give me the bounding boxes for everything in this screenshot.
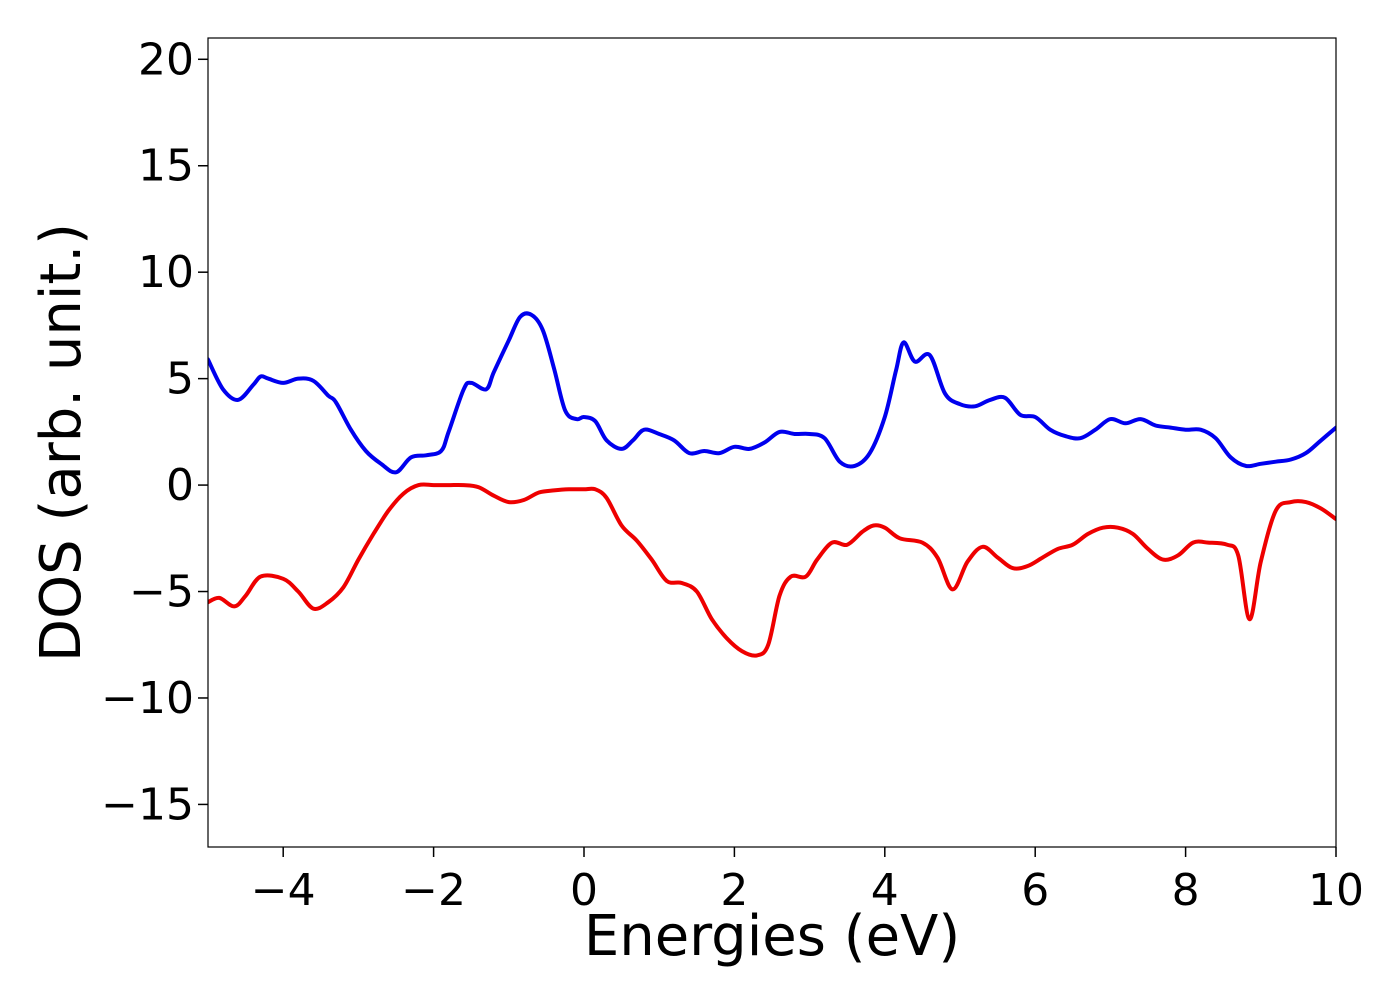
y-tick-label: 0: [166, 460, 194, 511]
y-axis-label: DOS (arb. unit.): [29, 223, 94, 662]
x-tick-label: 10: [1308, 865, 1364, 916]
y-tick-label: −5: [129, 567, 194, 618]
x-axis-label: Energies (eV): [584, 904, 960, 969]
x-axis-ticks: −4 −2 0 2 4 6 8 10: [251, 847, 1364, 916]
x-tick-label: 0: [570, 865, 598, 916]
y-tick-label: 5: [166, 354, 194, 405]
y-tick-label: 10: [138, 247, 194, 298]
x-tick-label: 8: [1172, 865, 1200, 916]
series-line-upper: [208, 311, 1336, 475]
x-tick-label: 4: [871, 865, 899, 916]
plot-frame: [207, 37, 1337, 848]
y-axis-ticks: −15 −10 −5 0 5 10 15 20: [101, 34, 208, 830]
x-tick-label: −2: [401, 865, 466, 916]
series-layer: [208, 311, 1336, 658]
x-tick-label: 6: [1021, 865, 1049, 916]
y-tick-label: −15: [101, 779, 194, 830]
y-tick-label: −10: [101, 673, 194, 724]
series-line-lower: [208, 482, 1336, 658]
x-tick-label: 2: [720, 865, 748, 916]
y-tick-label: 20: [138, 34, 194, 85]
y-tick-label: 15: [138, 141, 194, 192]
x-tick-label: −4: [251, 865, 316, 916]
